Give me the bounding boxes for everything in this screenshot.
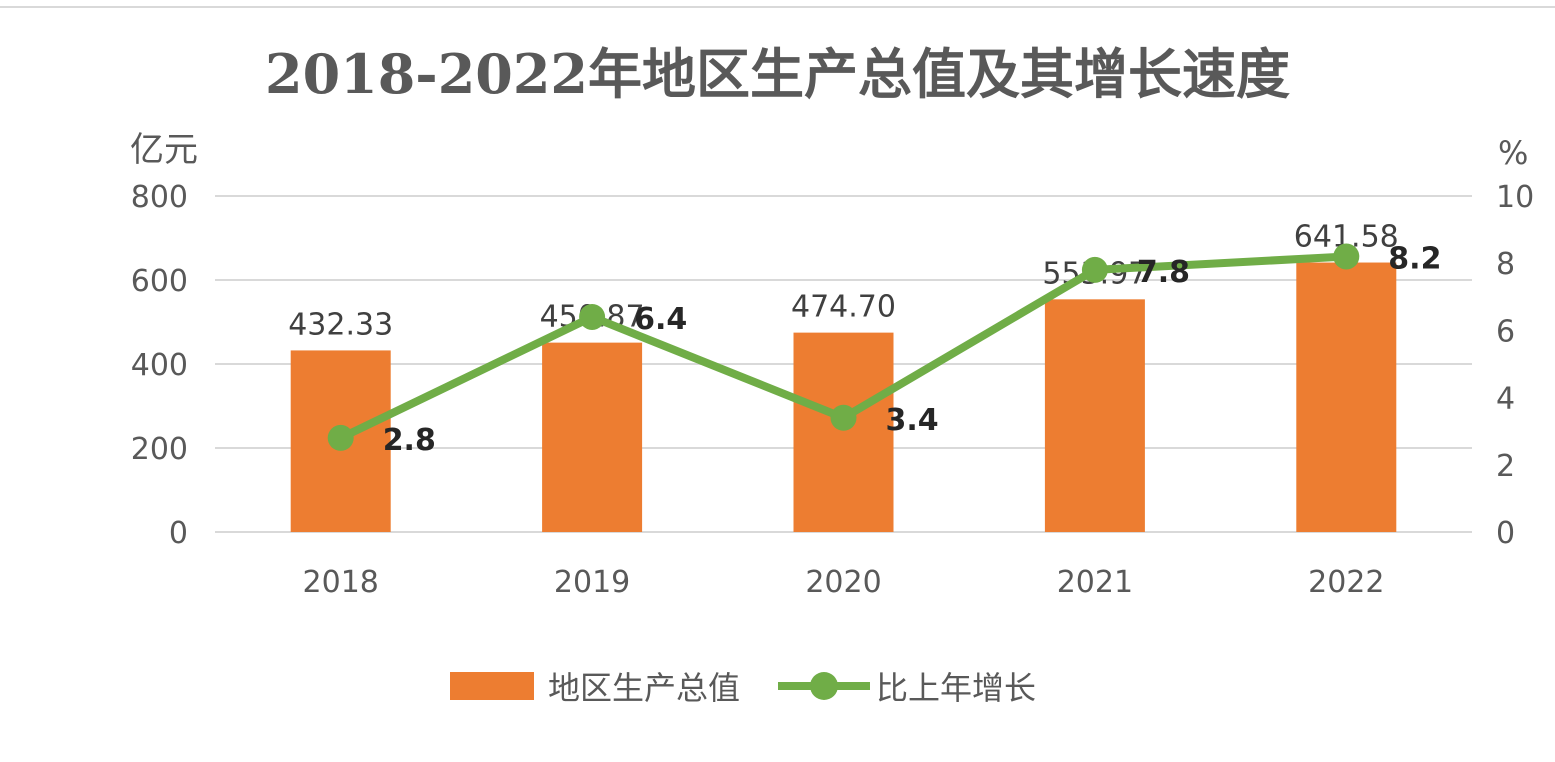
growth-value-label: 8.2	[1388, 241, 1441, 276]
x-tick-label: 2021	[1057, 565, 1133, 600]
y-right-tick-label: 6	[1496, 314, 1515, 349]
x-tick-label: 2022	[1308, 565, 1384, 600]
growth-value-label: 3.4	[886, 403, 939, 438]
y-left-tick-label: 800	[131, 180, 188, 215]
legend-label-gdp: 地区生产总值	[548, 669, 741, 707]
legend-item-growth: 比上年增长	[778, 664, 1036, 708]
y-left-tick-label: 200	[131, 432, 188, 467]
growth-value-label: 6.4	[634, 302, 687, 337]
growth-point	[1081, 256, 1108, 283]
growth-point	[830, 404, 857, 431]
chart-title: 2018-2022年地区生产总值及其增长速度	[265, 42, 1290, 106]
y-left-tick-label: 400	[131, 348, 188, 383]
y-right-tick-label: 10	[1496, 180, 1534, 215]
legend-item-gdp: 地区生产总值	[450, 664, 740, 708]
growth-point	[327, 424, 354, 451]
bar	[793, 332, 894, 532]
y-right-unit: %	[1498, 134, 1528, 172]
legend-label-growth: 比上年增长	[876, 669, 1037, 707]
top-border	[0, 6, 1555, 8]
y-left-tick-label: 0	[169, 516, 188, 551]
bar-value-label: 474.70	[791, 290, 896, 325]
legend-swatch-line	[778, 672, 870, 700]
y-right-tick-label: 2	[1496, 449, 1515, 484]
growth-point	[579, 303, 606, 330]
bar	[542, 342, 643, 532]
growth-value-label: 2.8	[383, 423, 436, 458]
y-right-tick-label: 0	[1496, 516, 1515, 551]
growth-value-label: 7.8	[1137, 255, 1190, 290]
x-tick-label: 2019	[554, 565, 630, 600]
y-left-tick-label: 600	[131, 264, 188, 299]
bar-value-label: 432.33	[288, 307, 393, 342]
growth-point	[1333, 243, 1360, 270]
bar	[1044, 299, 1145, 532]
y-right-tick-label: 4	[1496, 382, 1515, 417]
bar	[1296, 262, 1397, 532]
y-left-unit: 亿元	[130, 130, 198, 170]
y-right-tick-label: 8	[1496, 247, 1515, 282]
x-tick-label: 2020	[805, 565, 881, 600]
legend: 地区生产总值 比上年增长	[0, 664, 1555, 708]
legend-swatch-bar	[450, 672, 534, 700]
x-tick-label: 2018	[303, 565, 379, 600]
